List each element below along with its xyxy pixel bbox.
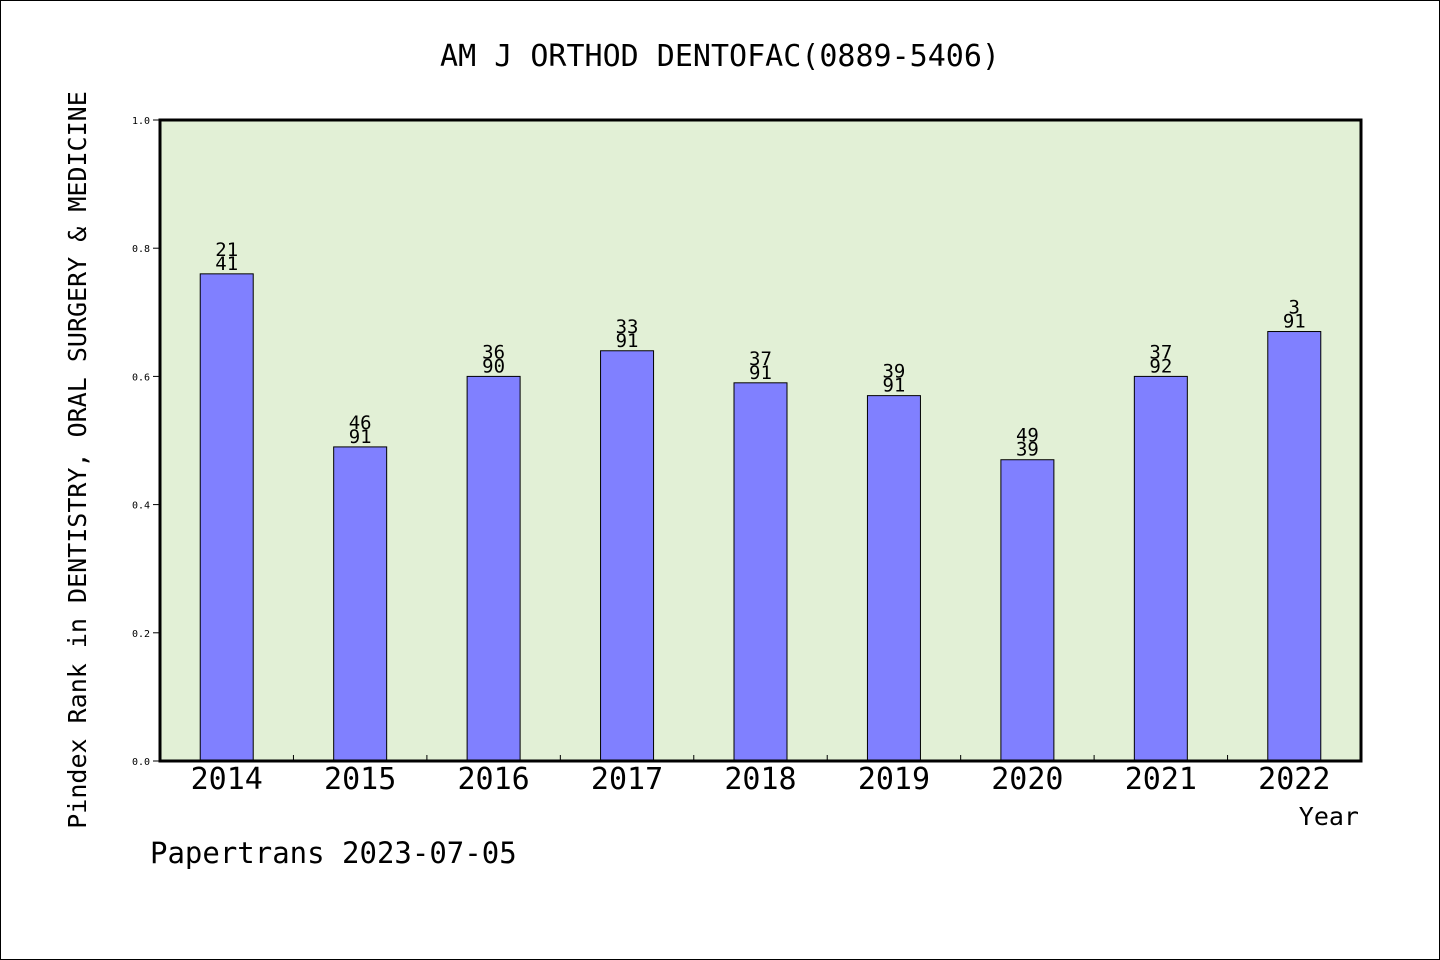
bar-2018 (733, 382, 788, 762)
x-tick-label-2018: 2018 (724, 762, 796, 797)
bar-total-label-2019: 91 (882, 375, 905, 397)
y-tick-label-0.0: 0.0 (132, 757, 150, 768)
bar-2017 (600, 350, 655, 762)
x-tick-label-2014: 2014 (191, 762, 263, 797)
x-tick-label-2022: 2022 (1258, 762, 1330, 797)
bar-rank-label-2020: 49 (1016, 425, 1039, 447)
footer-source: Papertrans 2023-07-05 (150, 836, 517, 870)
bar-total-label-2022: 91 (1283, 311, 1306, 333)
bar-2014 (199, 273, 254, 762)
x-tick-label-2017: 2017 (591, 762, 663, 797)
bar-2019 (866, 395, 921, 762)
y-tick-label-0.8: 0.8 (132, 244, 150, 255)
plot-border (158, 118, 1363, 763)
bar-2021 (1133, 375, 1188, 762)
y-tick-label-0.6: 0.6 (132, 372, 150, 383)
bar-rank-label-2015: 46 (349, 412, 372, 434)
y-tick-label-0.4: 0.4 (132, 501, 150, 512)
x-tick-label-2021: 2021 (1125, 762, 1197, 797)
bar-total-label-2015: 91 (349, 426, 372, 448)
y-axis: 0.0 0.2 0.4 0.6 0.8 1.0 (132, 116, 160, 768)
bar-2022 (1267, 331, 1322, 762)
x-tick-label-2020: 2020 (991, 762, 1063, 797)
bar-total-label-2018: 91 (749, 362, 772, 384)
x-tick-label-2015: 2015 (324, 762, 396, 797)
x-tick-label-2016: 2016 (457, 762, 529, 797)
bar-2015 (333, 446, 388, 762)
bar-total-label-2016: 90 (482, 355, 505, 377)
y-tick-label-1.0: 1.0 (132, 116, 150, 127)
bar-2020 (1000, 459, 1055, 762)
x-axis: 2014 2015 2016 2017 2018 2019 2020 2021 2022 (191, 755, 1330, 797)
bar-2016 (466, 375, 521, 762)
x-axis-label: Year (1299, 802, 1359, 831)
bar-total-label-2020: 39 (1016, 439, 1039, 461)
bars-group (199, 273, 1322, 762)
y-tick-label-0.2: 0.2 (132, 629, 150, 640)
bar-rank-label-2017: 33 (616, 316, 639, 338)
y-axis-label: Pindex Rank in DENTISTRY, ORAL SURGERY &… (63, 91, 92, 829)
bar-rank-label-2016: 36 (482, 341, 505, 363)
bar-rank-label-2014: 21 (215, 239, 238, 261)
bar-total-label-2017: 91 (616, 330, 639, 352)
bar-rank-label-2019: 39 (882, 361, 905, 383)
bar-total-label-2021: 92 (1149, 355, 1172, 377)
bar-total-label-2014: 41 (215, 253, 238, 275)
bar-rank-label-2021: 37 (1149, 341, 1172, 363)
chart-title: AM J ORTHOD DENTOFAC(0889-5406) (440, 39, 1000, 74)
bar-rank-label-2018: 37 (749, 348, 772, 370)
bar-rank-label-2022: 3 (1289, 297, 1300, 319)
x-tick-label-2019: 2019 (858, 762, 930, 797)
